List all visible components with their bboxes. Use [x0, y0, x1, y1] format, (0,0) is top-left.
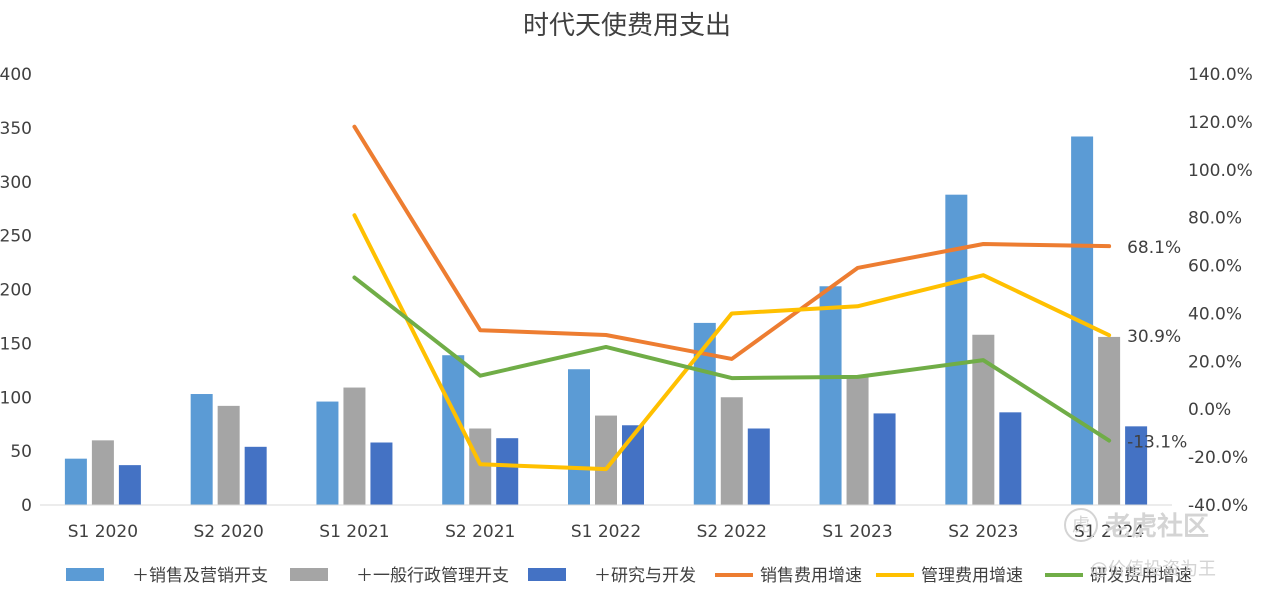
bar-1-6 [693, 322, 716, 505]
watermark-brand: 老虎社区 [1105, 511, 1209, 542]
bar-3-4 [496, 438, 519, 505]
legend-label: ＋一般行政管理开支 [356, 566, 509, 586]
y-tick-label: 200 [0, 281, 32, 301]
line-series-1 [352, 124, 1112, 361]
y-tick-label: 250 [0, 227, 32, 247]
x-tick-label: S2 2020 [194, 522, 264, 542]
y-tick-label: 150 [0, 334, 32, 354]
bar-3-9 [1125, 426, 1148, 505]
y2-tick-label: 80.0% [1188, 209, 1242, 229]
bar-3-1 [118, 465, 141, 505]
bar-2-6 [720, 397, 743, 505]
line-end-label: 30.9% [1127, 327, 1181, 347]
y-tick-label: 400 [0, 65, 32, 85]
legend: ＋销售及营销开支 ＋一般行政管理开支 ＋研究与开发 销售费用增速 管理费用增速 研发费用增… [66, 566, 1192, 586]
x-axis-labels: S1 2020 S2 2020 S1 2021 S2 2021 S1 2022 S2 20… [68, 522, 1145, 542]
lines-layer [352, 124, 1112, 472]
y2-tick-label: 0.0% [1188, 400, 1231, 420]
y-tick-label: 300 [0, 173, 32, 193]
x-tick-label: S1 2020 [68, 522, 138, 542]
y-axis-ticks: 0 50 100 150 200 250 300 350 400 [0, 65, 32, 516]
bars-layer [64, 136, 1148, 505]
legend-label: 研发费用增速 [1090, 566, 1192, 586]
line-end-label: -13.1% [1127, 433, 1187, 453]
y2-tick-label: 140.0% [1188, 65, 1253, 85]
bar-2-1 [91, 440, 114, 505]
y-tick-label: 50 [10, 442, 32, 462]
y2-tick-label: 40.0% [1188, 304, 1242, 324]
y2-tick-label: 120.0% [1188, 113, 1253, 133]
line-series-2 [352, 213, 1112, 472]
bar-2-9 [1098, 336, 1121, 505]
x-tick-label: S2 2021 [445, 522, 515, 542]
bar-3-6 [747, 428, 770, 505]
data-labels: 68.1% 30.9% -13.1% [1127, 238, 1187, 452]
x-tick-label: S1 2021 [319, 522, 389, 542]
chart-title: 时代天使费用支出 [523, 11, 731, 41]
watermark-logo: 虎 [1072, 515, 1090, 536]
bar-3-7 [873, 413, 896, 505]
bar-1-7 [819, 286, 842, 505]
bar-2-7 [846, 375, 869, 505]
legend-swatch [66, 568, 104, 581]
y-tick-label: 100 [0, 388, 32, 408]
y2-tick-label: 60.0% [1188, 257, 1242, 277]
bar-2-2 [217, 405, 240, 505]
bar-1-8 [945, 194, 968, 505]
watermark: 虎 老虎社区 @价值投资为王 [1064, 508, 1216, 580]
x-tick-label: S1 2023 [822, 522, 892, 542]
y2-tick-label: -40.0% [1188, 496, 1248, 516]
x-tick-label: S2 2022 [697, 522, 767, 542]
bar-1-1 [64, 458, 87, 505]
watermark-author: @价值投资为王 [1090, 559, 1216, 580]
bar-1-2 [190, 394, 213, 505]
line-end-label: 68.1% [1127, 238, 1181, 258]
x-tick-label: S1 2022 [571, 522, 641, 542]
y-tick-label: 350 [0, 119, 32, 139]
y-tick-label: 0 [21, 496, 32, 516]
legend-label: ＋销售及营销开支 [132, 566, 268, 586]
y2-axis-ticks: -40.0% -20.0% 0.0% 20.0% 40.0% 60.0% 80.0% 100.… [1188, 65, 1253, 516]
legend-label: 销售费用增速 [760, 566, 862, 586]
legend-swatch [528, 568, 566, 581]
bar-2-5 [595, 415, 617, 505]
line-series-3 [352, 275, 1112, 443]
bar-2-3 [343, 387, 366, 505]
y2-tick-label: -20.0% [1188, 448, 1248, 468]
bar-2-8 [972, 334, 995, 505]
legend-label: ＋研究与开发 [594, 566, 696, 586]
y2-tick-label: 20.0% [1188, 352, 1242, 372]
y2-tick-label: 100.0% [1188, 161, 1253, 181]
bar-1-3 [316, 401, 339, 505]
watermark-logo-circle [1064, 508, 1098, 542]
x-tick-label: S2 2023 [948, 522, 1018, 542]
bar-3-8 [999, 412, 1022, 505]
bar-3-2 [244, 446, 267, 505]
legend-swatch [290, 568, 328, 581]
bar-1-4 [442, 355, 465, 505]
legend-label: 管理费用增速 [921, 566, 1023, 586]
bar-2-4 [469, 428, 492, 505]
bar-3-3 [370, 442, 393, 505]
bar-1-5 [568, 369, 590, 505]
